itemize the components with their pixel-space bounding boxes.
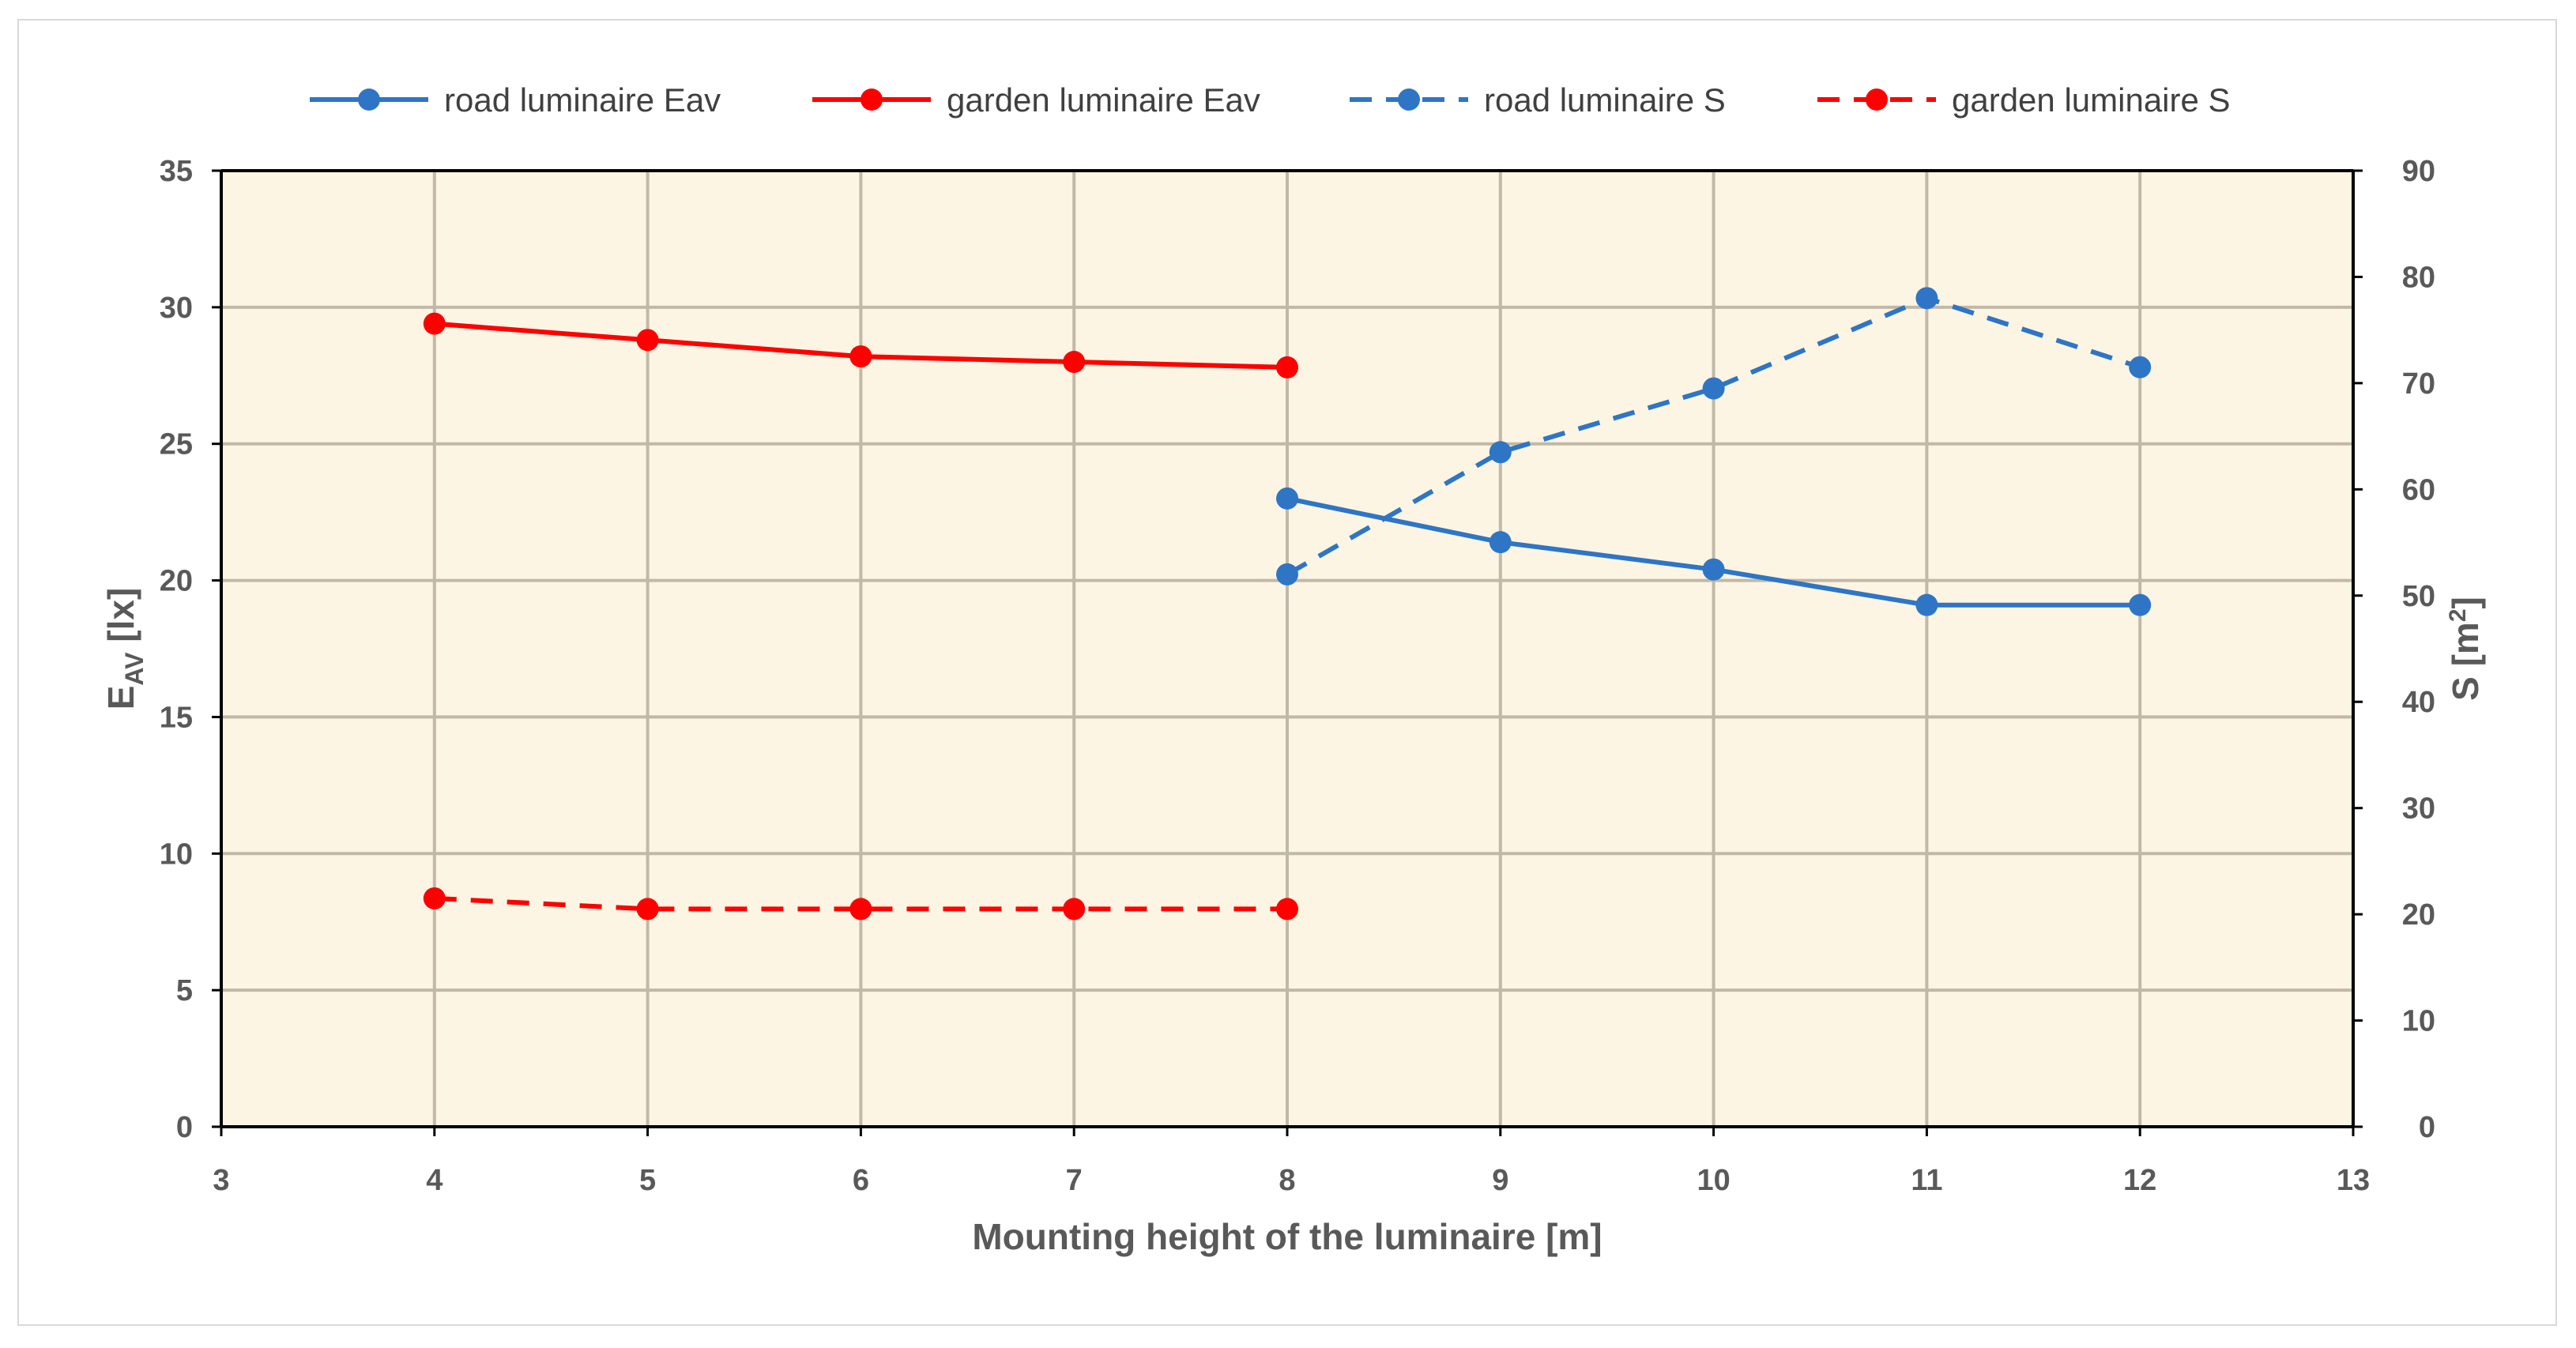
series-line-road-luminaire-s [1286, 296, 2141, 577]
data-point-garden-luminaire-eav [1063, 351, 1086, 373]
y2-tick-label: 90 [2402, 155, 2435, 188]
data-point-road-luminaire-s [1276, 563, 1298, 586]
data-point-garden-luminaire-eav [849, 345, 872, 368]
y-tick-label: 15 [160, 701, 193, 734]
data-point-road-luminaire-eav [1489, 531, 1512, 554]
chart-svg: 3 4 5 6 7 8 9 10 11 12 13 0 5 10 15 20 25 30 35 0 10 20 30 40 50… [100, 81, 2486, 1257]
x-tick-label: 9 [1492, 1164, 1508, 1197]
legend-marker-garden-luminaire-eav [861, 88, 883, 111]
x-tick-label: 8 [1279, 1164, 1295, 1197]
y2-tick-label: 50 [2402, 580, 2435, 613]
data-point-garden-luminaire-eav [423, 312, 446, 335]
y-tick-label: 5 [176, 974, 193, 1007]
x-tick-label: 7 [1066, 1164, 1083, 1197]
x-tick-label: 11 [1911, 1164, 1942, 1197]
x-tick-label: 12 [2123, 1164, 2156, 1197]
data-point-garden-luminaire-s [1063, 898, 1086, 921]
legend-marker-garden-luminaire-s [1866, 88, 1888, 111]
chart-frame: 3 4 5 6 7 8 9 10 11 12 13 0 5 10 15 20 25 30 35 0 10 20 30 40 50… [17, 19, 2557, 1326]
x-axis-title: Mounting height of the luminaire [m] [972, 1216, 1602, 1257]
y2-axis-title-end: ] [2445, 597, 2486, 608]
y-axis-title-main: E [100, 686, 141, 710]
data-point-road-luminaire-s [1915, 287, 1938, 310]
data-point-road-luminaire-s [2129, 356, 2152, 378]
series-line-garden-luminaire-s [434, 895, 1287, 912]
legend-marker-road-luminaire-eav [358, 88, 380, 111]
y2-tick-label: 0 [2419, 1111, 2435, 1144]
y-axis-title-unit: [lx] [100, 588, 141, 653]
series-layer [423, 287, 2152, 921]
data-point-garden-luminaire-eav [1276, 356, 1298, 378]
data-point-road-luminaire-s [1489, 441, 1512, 464]
legend-label-road-luminaire-s: road luminaire S [1484, 81, 1726, 119]
legend-label-garden-luminaire-eav: garden luminaire Eav [947, 81, 1260, 119]
y2-tick-label: 60 [2402, 473, 2435, 506]
x-tick-label: 10 [1697, 1164, 1730, 1197]
grid-layer [221, 171, 2353, 1127]
y-tick-label: 35 [160, 155, 193, 188]
y-axis-title: EAV [lx] [100, 588, 149, 710]
x-tick-label: 13 [2337, 1164, 2370, 1197]
y2-tick-label: 80 [2402, 261, 2435, 294]
data-point-garden-luminaire-s [1276, 898, 1298, 921]
y-tick-label: 30 [160, 292, 193, 325]
y2-tick-label: 20 [2402, 898, 2435, 932]
data-point-road-luminaire-eav [1915, 593, 1938, 616]
y2-tick-label: 70 [2402, 367, 2435, 401]
y2-axis-title-superscript: 2 [2445, 608, 2471, 622]
y2-axis-title: S [m2] [2445, 597, 2486, 701]
y-tick-label: 25 [160, 428, 193, 461]
data-point-road-luminaire-s [1702, 377, 1725, 400]
data-point-garden-luminaire-s [849, 898, 872, 921]
tick-layer: 3 4 5 6 7 8 9 10 11 12 13 0 5 10 15 20 25 30 35 0 10 20 30 40 50… [160, 155, 2435, 1197]
y-tick-label: 0 [176, 1111, 193, 1144]
y2-axis-title-main: S [m [2445, 622, 2486, 701]
legend-label-garden-luminaire-s: garden luminaire S [1952, 81, 2231, 119]
data-point-garden-luminaire-eav [636, 329, 659, 352]
y2-tick-label: 40 [2402, 686, 2435, 719]
y-axis-title-subscript: AV [120, 652, 149, 686]
x-tick-label: 5 [639, 1164, 656, 1197]
legend-label-road-luminaire-eav: road luminaire Eav [444, 81, 721, 119]
y2-tick-label: 10 [2402, 1005, 2435, 1038]
legend: road luminaire Eav garden luminaire Eav ro… [310, 81, 2231, 119]
data-point-road-luminaire-eav [1276, 487, 1298, 510]
x-tick-label: 4 [426, 1164, 443, 1197]
legend-marker-road-luminaire-s [1398, 88, 1420, 111]
data-point-road-luminaire-eav [2129, 593, 2152, 616]
data-point-road-luminaire-eav [1702, 558, 1725, 581]
y2-tick-label: 30 [2402, 793, 2435, 826]
data-point-garden-luminaire-s [423, 887, 446, 909]
x-tick-label: 6 [853, 1164, 869, 1197]
y-tick-label: 10 [160, 838, 193, 871]
data-point-garden-luminaire-s [636, 898, 659, 921]
x-tick-label: 3 [213, 1164, 229, 1197]
y-tick-label: 20 [160, 565, 193, 598]
